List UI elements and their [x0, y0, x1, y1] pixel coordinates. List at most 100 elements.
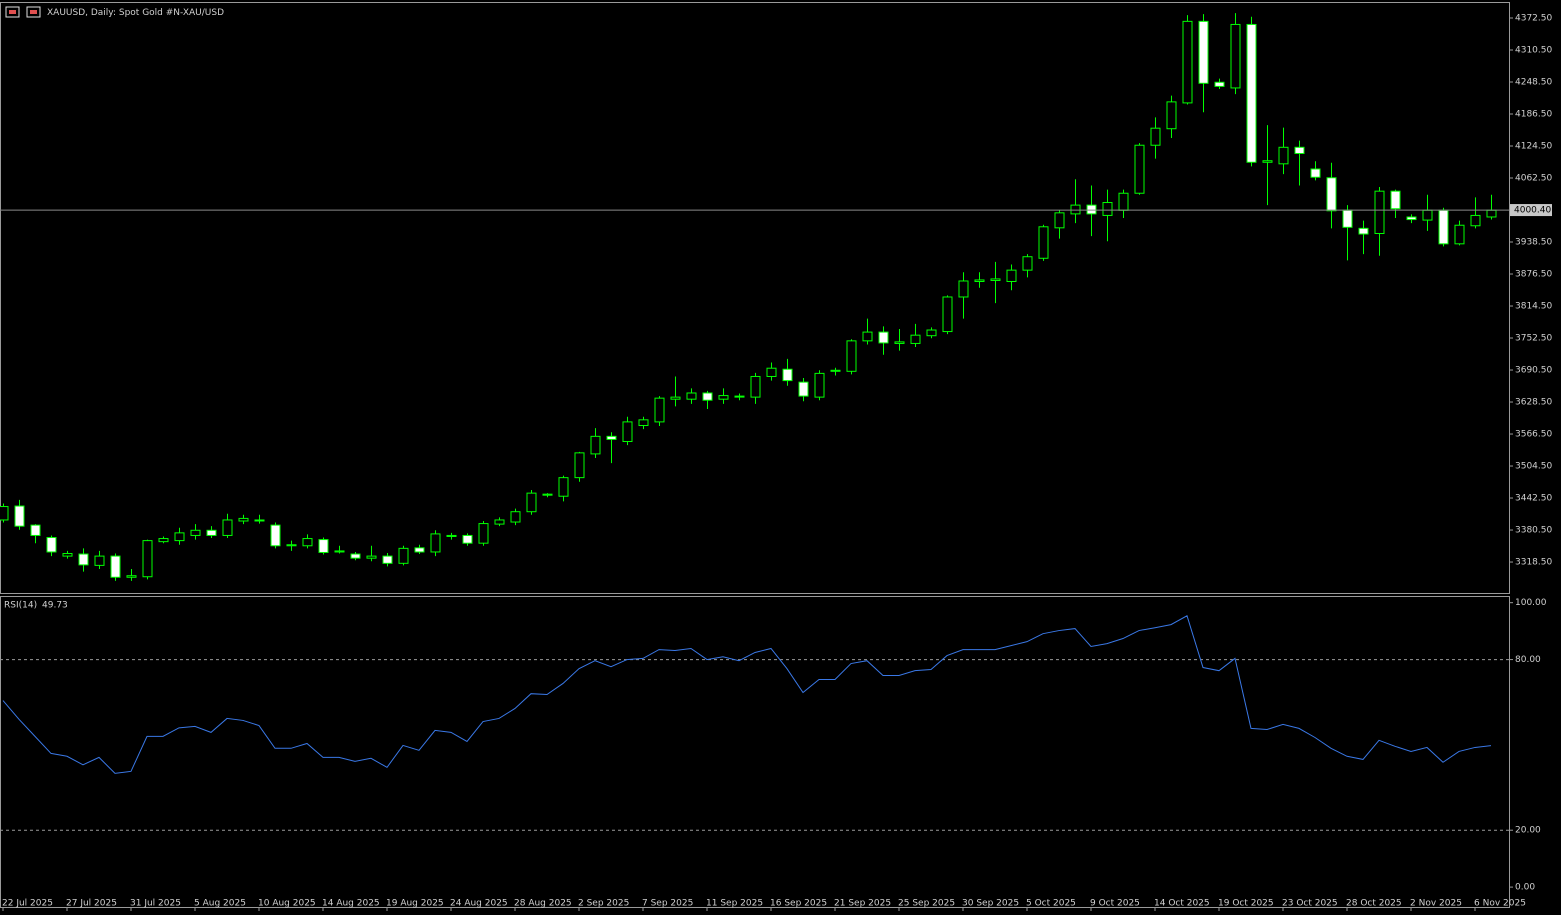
candle-body [190, 529, 201, 536]
candle-body [1054, 212, 1065, 229]
x-tick-label: 7 Sep 2025 [642, 899, 693, 909]
y-tick-label: 3504.50 [1515, 462, 1552, 472]
y-tick-label: 3628.50 [1515, 398, 1552, 408]
x-tick-label: 11 Sep 2025 [706, 899, 763, 909]
y-tick-label: 3380.50 [1515, 526, 1552, 536]
candle-body [1454, 224, 1465, 245]
candle-body [30, 524, 41, 536]
candle-body [926, 329, 937, 337]
candle-body [126, 575, 137, 578]
candle-body [814, 372, 825, 398]
x-tick-label: 19 Oct 2025 [1218, 899, 1274, 909]
main-pane [0, 2, 1510, 594]
candle-body [750, 375, 761, 398]
candle-body [590, 435, 601, 455]
candle-body [206, 529, 217, 536]
candle-body [14, 505, 25, 527]
candle-body [1422, 209, 1433, 221]
y-tick-label: 4124.50 [1515, 142, 1552, 152]
candle-body [942, 296, 953, 333]
y-tick-label: 3938.50 [1515, 238, 1552, 248]
icon [26, 6, 41, 18]
candle-body [462, 534, 473, 544]
candle-body [174, 532, 185, 542]
candle-body [1214, 81, 1225, 87]
candle-body [910, 334, 921, 344]
x-tick-label: 24 Aug 2025 [450, 899, 508, 909]
x-tick-label: 25 Sep 2025 [898, 899, 955, 909]
candle-body [1102, 202, 1113, 216]
candle-body [686, 392, 697, 400]
candle-body [366, 555, 377, 559]
candle-body [622, 421, 633, 443]
symbol-icons [5, 6, 41, 18]
candle-body [782, 368, 793, 382]
x-tick-label: 2 Nov 2025 [1410, 899, 1462, 909]
candle-body [110, 555, 121, 578]
current-price-box [1510, 204, 1552, 217]
candle-body [510, 511, 521, 523]
candle-body [446, 534, 457, 537]
candle-body [1118, 192, 1129, 211]
candle-body [94, 555, 105, 566]
candle-body [270, 524, 281, 547]
candle-body [1198, 20, 1209, 84]
candle-body [542, 493, 553, 496]
icon [9, 10, 16, 14]
candle-body [222, 519, 233, 536]
x-tick-label: 30 Sep 2025 [962, 899, 1019, 909]
candle-body [990, 278, 1001, 281]
candle-body [1150, 127, 1161, 146]
x-tick-label: 2 Sep 2025 [578, 899, 629, 909]
x-tick-label: 28 Aug 2025 [514, 899, 572, 909]
candle-body [334, 550, 345, 553]
candle-body [78, 553, 89, 566]
candle-body [526, 492, 537, 513]
candle-body [238, 517, 249, 522]
y-tick-label: 3752.50 [1515, 334, 1552, 344]
candle-body [846, 340, 857, 372]
y-tick-label: 4186.50 [1515, 110, 1552, 120]
x-tick-label: 6 Nov 2025 [1474, 899, 1526, 909]
candle-body [974, 279, 985, 282]
icon [5, 6, 20, 18]
candle-body [1310, 168, 1321, 178]
candle-body [0, 506, 9, 521]
candle-body [286, 544, 297, 547]
candle-body [382, 555, 393, 564]
y-tick-label: 4248.50 [1515, 78, 1552, 88]
candle-body [254, 519, 265, 522]
x-tick-label: 21 Sep 2025 [834, 899, 891, 909]
x-tick-label: 9 Oct 2025 [1090, 899, 1140, 909]
candle-body [46, 537, 57, 553]
x-tick-label: 28 Oct 2025 [1346, 899, 1402, 909]
candle-body [670, 396, 681, 400]
candle-body [830, 369, 841, 372]
candle-body [1358, 227, 1369, 235]
candle-body [1486, 209, 1497, 218]
candle-body [1326, 177, 1337, 212]
candle-body [62, 553, 73, 557]
candle-body [1006, 269, 1017, 282]
y-tick-label: 3566.50 [1515, 430, 1552, 440]
x-tick-label: 27 Jul 2025 [66, 899, 117, 909]
y-tick-label: 20.00 [1515, 826, 1541, 836]
candle-body [734, 395, 745, 398]
candle-body [1038, 226, 1049, 259]
candle-body [494, 519, 505, 525]
candle-body [558, 477, 569, 497]
candle-body [302, 538, 313, 547]
candle-body [638, 419, 649, 427]
candle-body [1246, 23, 1257, 163]
y-tick-label: 100.00 [1515, 598, 1547, 608]
candle-body [414, 547, 425, 553]
x-tick-label: 22 Jul 2025 [2, 899, 53, 909]
candle-body [398, 547, 409, 564]
y-tick-label: 0.00 [1515, 883, 1535, 893]
candle-body [1374, 190, 1385, 234]
y-tick-label: 4310.50 [1515, 46, 1552, 56]
x-tick-label: 16 Sep 2025 [770, 899, 827, 909]
candle-body [1342, 209, 1353, 228]
